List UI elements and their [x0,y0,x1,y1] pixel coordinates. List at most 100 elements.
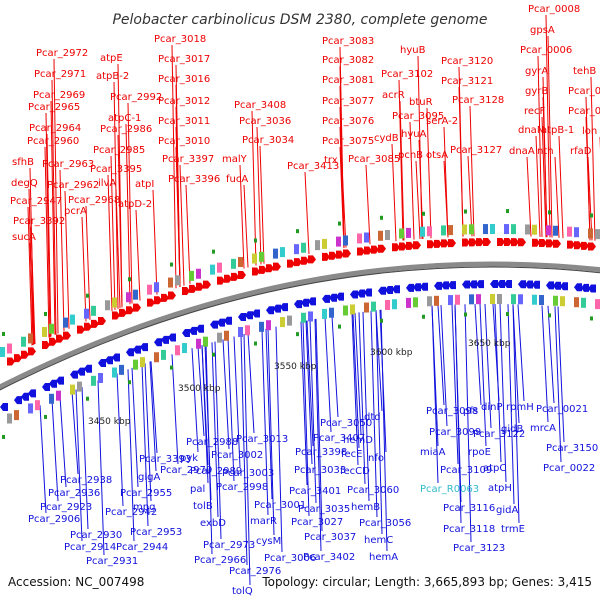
connector-line-top [256,126,262,265]
connector-line-bottom [547,305,555,404]
gene-label-pcar_3392: Pcar_3392 [13,216,65,227]
connector-line-bottom [380,309,388,552]
connector-line-bottom [484,303,492,429]
cog-block-reverse [560,296,565,307]
reverse-gene-arrow [532,280,540,289]
reverse-gene-arrow [441,281,449,290]
cog-block-forward [336,236,341,247]
accession-label: Accession: NC_007498 [8,575,144,589]
cog-block-forward [294,244,299,255]
cog-block-forward [259,251,264,262]
cog-block-forward [91,305,96,316]
gene-label-gidb: gidB [501,424,523,435]
gene-label-pcar_3109: Pcar_3109 [440,465,492,476]
gene-label-pcar_2988: Pcar_2988 [186,437,238,448]
cog-block-forward [546,225,551,236]
cog-block-forward [427,226,432,237]
gene-label-pcar_3056: Pcar_3056 [359,518,411,529]
gene-label-pcar_2962: Pcar_2962 [47,180,99,191]
gene-label-hemb: hemB [351,502,380,513]
reverse-gene-arrow [385,285,393,294]
gc-marker [86,293,89,298]
gene-label-gpsa: gpsA [530,25,555,36]
connector-line-top [185,184,191,284]
gene-label-pcar_2964: Pcar_2964 [29,123,81,134]
cog-block-forward [525,224,530,235]
gene-label-pcar_3398: Pcar_3398 [295,447,347,458]
gene-label-dinp: dinP [481,402,503,413]
gene-label-gyrb: gyrB [525,86,548,97]
gene-label-pcar_3407: Pcar_3407 [313,433,365,444]
cog-block-forward [196,268,201,279]
connector-line-bottom [375,310,383,535]
forward-gene-arrow [84,322,92,331]
cog-block-forward [448,225,453,236]
gene-label-pal: pal [190,484,205,495]
cog-block-reverse [350,304,355,315]
gene-label-nfo: nfo [368,453,384,464]
gene-label-recf: recF [524,106,546,117]
gene-label-pcar_3099: Pcar_3099 [429,427,481,438]
forward-gene-arrow [343,249,351,258]
connector-line-bottom [302,321,310,517]
cog-block-forward [7,343,12,354]
gene-label-pcar_3035: Pcar_3035 [298,504,350,515]
gc-marker [128,277,131,282]
cog-block-reverse [98,373,103,384]
connector-line-bottom [127,369,135,542]
reverse-gene-arrow [210,320,218,329]
gene-label-sfhb: sfhB [12,157,34,168]
connector-line-bottom [71,391,79,475]
cog-block-forward [511,224,516,235]
connector-line-top [117,134,123,308]
gene-label-pcar_0019: Pcar_0019 [568,86,600,97]
gene-label-pcar_2989: Pcar_2989 [190,466,242,477]
gene-label-marr: marR [250,516,277,527]
gene-label-pcar_2923: Pcar_2923 [40,502,92,513]
gene-label-pcar_2992: Pcar_2992 [110,92,162,103]
gene-label-acrr: acrR [382,90,405,101]
gene-label-pcar_2930: Pcar_2930 [70,530,122,541]
cog-block-reverse [392,299,397,310]
gene-label-pcar_3027: Pcar_3027 [291,517,343,528]
reverse-gene-arrow [133,345,141,354]
gene-label-feccd: fecCD [340,466,370,477]
cog-block-reverse [133,359,138,370]
gene-label-pcar_2953: Pcar_2953 [130,527,182,538]
gene-label-pcar_3076: Pcar_3076 [322,116,374,127]
reverse-gene-arrow [168,333,176,342]
gene-label-pcar_3010: Pcar_3010 [158,136,210,147]
reverse-gene-arrow [329,293,337,302]
connector-line-bottom [300,321,308,486]
cog-block-reverse [329,307,334,318]
gene-label-lon: lon [582,126,597,137]
reverse-gene-arrow [588,284,596,293]
forward-gene-arrow [392,243,400,252]
cog-block-forward [280,247,285,258]
cog-block-forward [441,225,446,236]
forward-gene-arrow [42,340,50,349]
reverse-gene-arrow [196,324,204,333]
connector-line-bottom [352,313,360,449]
cog-block-forward [490,224,495,235]
gene-label-pcar_0022: Pcar_0022 [543,463,595,474]
connector-line-bottom [141,364,149,527]
connector-line-bottom [554,306,562,463]
reverse-gene-arrow [525,280,533,289]
cog-block-forward [252,253,257,264]
gene-label-fuca: fucA [226,174,248,185]
reverse-gene-arrow [28,389,36,398]
reverse-gene-arrow [245,311,253,320]
gene-label-atpi: atpI [135,179,154,190]
connector-line-top [341,165,347,248]
connector-line-top [415,160,421,240]
connector-line-bottom [197,346,205,437]
cog-block-forward [483,224,488,235]
gene-label-pyk: pyk [180,453,198,464]
gc-marker [548,210,551,215]
cog-block-reverse [203,336,208,347]
gc-marker [2,434,5,439]
cog-block-forward [469,224,474,235]
cog-block-forward [553,225,558,236]
forward-gene-arrow [182,287,190,296]
